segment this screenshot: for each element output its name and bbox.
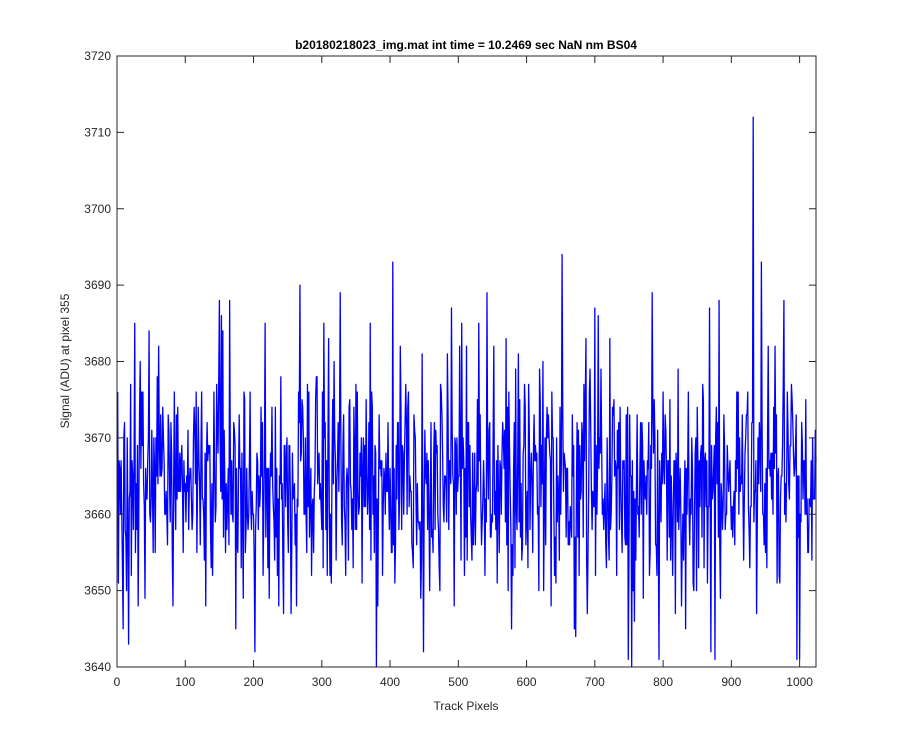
- y-tick-label: 3710: [84, 125, 111, 139]
- x-tick-label: 200: [244, 675, 264, 689]
- x-tick-label: 700: [585, 675, 605, 689]
- chart-title: b20180218023_img.mat int time = 10.2469 …: [295, 38, 637, 52]
- plot-series: [117, 116, 817, 668]
- x-tick-label: 0: [114, 675, 121, 689]
- x-tick-label: 900: [721, 675, 741, 689]
- x-tick-label: 1000: [786, 675, 813, 689]
- y-axis: 3640 3650 3660 3670 3680 3690 3700 3710 3720: [84, 49, 816, 674]
- y-tick-label: 3700: [84, 202, 111, 216]
- x-tick-label: 100: [175, 675, 195, 689]
- x-tick-label: 500: [448, 675, 468, 689]
- y-tick-label: 3670: [84, 431, 111, 445]
- x-axis-label: Track Pixels: [434, 699, 499, 713]
- x-tick-label: 400: [380, 675, 400, 689]
- y-tick-label: 3680: [84, 355, 111, 369]
- y-tick-label: 3720: [84, 49, 111, 63]
- x-tick-label: 600: [517, 675, 537, 689]
- y-tick-label: 3640: [84, 660, 111, 674]
- x-tick-label: 800: [653, 675, 673, 689]
- y-axis-label: Signal (ADU) at pixel 355: [58, 293, 72, 428]
- x-tick-label: 300: [312, 675, 332, 689]
- y-tick-label: 3650: [84, 584, 111, 598]
- y-tick-label: 3660: [84, 507, 111, 521]
- series-line: [117, 116, 817, 668]
- y-tick-label: 3690: [84, 278, 111, 292]
- x-axis: 0 100 200 300 400 500 600 700 800 900 1000: [114, 56, 813, 689]
